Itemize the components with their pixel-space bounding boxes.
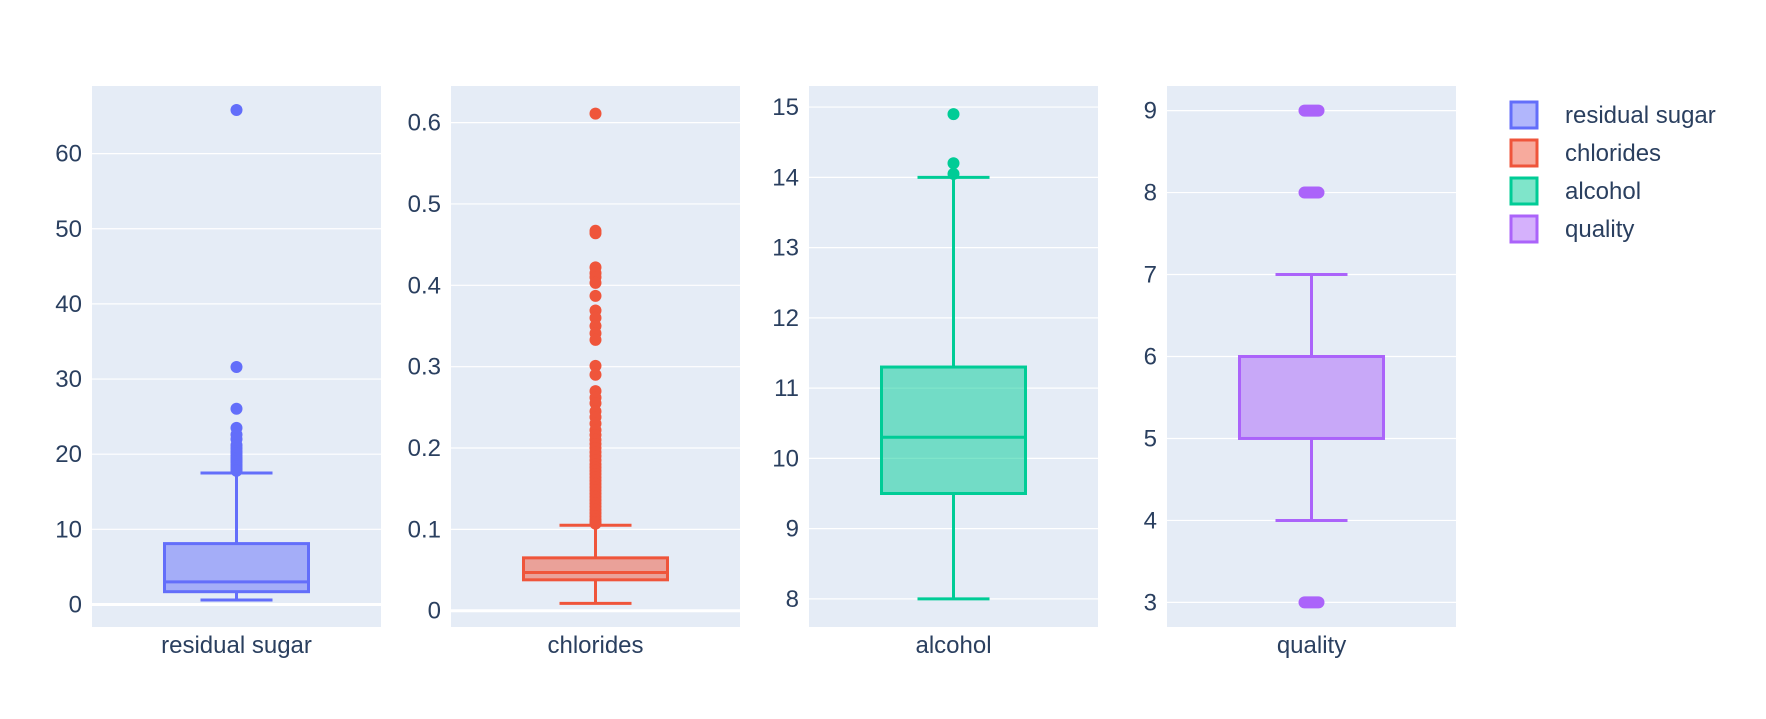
y-tick-label: 10 [55, 516, 82, 543]
outlier-point [1298, 104, 1325, 117]
y-tick-label: 0 [69, 591, 82, 618]
outlier-point [947, 167, 960, 180]
outlier-point [230, 361, 243, 374]
y-tick-label: 30 [55, 366, 82, 393]
y-tick-label: 9 [1144, 98, 1157, 125]
legend-label: chlorides [1565, 140, 1661, 167]
y-tick-label: 50 [55, 216, 82, 243]
outlier-point [589, 368, 602, 381]
y-tick-label: 8 [786, 586, 799, 613]
legend: residual sugar chlorides alcohol quality [1509, 100, 1716, 244]
y-tick-label: 9 [786, 516, 799, 543]
y-tick-label: 0.4 [408, 272, 441, 299]
outlier-point [589, 107, 602, 120]
outlier-point [589, 276, 602, 289]
subplot-chlorides: 0 0.1 0.2 0.3 0.4 0.5 0.6 chlorides [408, 86, 740, 659]
y-tick-label: 4 [1144, 507, 1157, 534]
box-iqr [1238, 355, 1385, 440]
outlier-point [947, 108, 960, 121]
y-tick-label: 0.1 [408, 516, 441, 543]
x-tick-label: quality [1277, 632, 1346, 659]
subplot-residual-sugar: 0 10 20 30 40 50 60 residual sugar [55, 86, 381, 659]
legend-label: quality [1565, 216, 1634, 243]
y-tick-label: 11 [774, 375, 799, 402]
outlier-point [230, 464, 243, 477]
y-tick-label: 6 [1144, 344, 1157, 371]
box-iqr [163, 542, 310, 594]
legend-swatch [1509, 214, 1539, 244]
y-tick-label: 5 [1144, 425, 1157, 452]
box-iqr [522, 556, 669, 582]
y-tick-label: 15 [772, 94, 799, 121]
y-tick-label: 0.2 [408, 435, 441, 462]
x-tick-label: alcohol [915, 632, 991, 659]
legend-label: alcohol [1565, 178, 1641, 205]
legend-label: residual sugar [1565, 102, 1716, 129]
y-tick-label: 8 [1144, 180, 1157, 207]
y-tick-label: 10 [772, 445, 799, 472]
outlier-point [230, 402, 243, 415]
legend-swatch [1509, 138, 1539, 168]
box-iqr [880, 365, 1027, 496]
outlier-point [1298, 596, 1325, 609]
y-tick-label: 60 [55, 141, 82, 168]
y-tick-label: 7 [1144, 262, 1157, 289]
y-tick-label: 40 [55, 291, 82, 318]
outlier-point [1298, 186, 1325, 199]
outlier-point [589, 517, 602, 530]
legend-swatch [1509, 100, 1539, 130]
y-tick-label: 20 [55, 441, 82, 468]
x-tick-label: chlorides [547, 632, 643, 659]
y-tick-label: 12 [772, 305, 799, 332]
subplot-alcohol: 8 9 10 11 12 13 14 15 alcohol [772, 86, 1098, 659]
outlier-point [589, 359, 602, 372]
outlier-point [589, 333, 602, 346]
outlier-point [589, 289, 602, 302]
y-tick-label: 0.6 [408, 110, 441, 137]
subplot-quality: 3 4 5 6 7 8 9 quality [1144, 86, 1456, 659]
outlier-point [589, 227, 602, 240]
y-tick-label: 13 [772, 235, 799, 262]
y-tick-label: 3 [1144, 589, 1157, 616]
y-tick-label: 14 [772, 164, 799, 191]
outlier-point [230, 104, 243, 117]
legend-swatch [1509, 176, 1539, 206]
x-tick-label: residual sugar [161, 632, 312, 659]
y-tick-label: 0.3 [408, 354, 441, 381]
y-tick-label: 0 [428, 598, 441, 625]
outlier-point [947, 157, 960, 170]
y-tick-label: 0.5 [408, 191, 441, 218]
